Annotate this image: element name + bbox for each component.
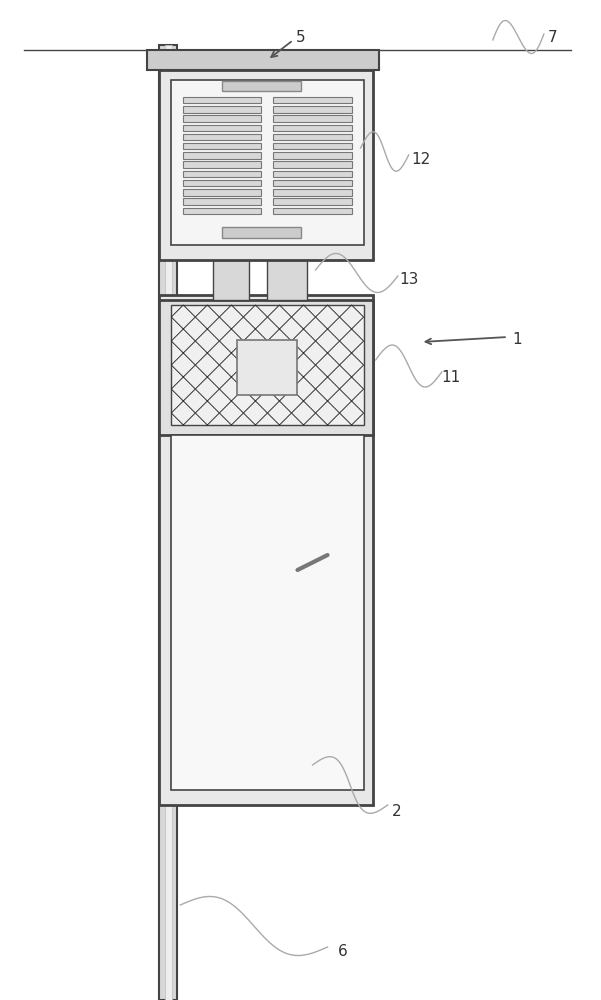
Bar	[183, 171, 261, 177]
Bar	[222, 227, 300, 238]
Bar	[273, 125, 352, 131]
Text: 11: 11	[441, 370, 460, 385]
Bar	[183, 198, 261, 205]
Text: 6: 6	[338, 944, 347, 960]
Bar	[183, 208, 261, 214]
Bar	[237, 340, 297, 395]
Bar	[273, 97, 352, 103]
Text: 12: 12	[411, 152, 430, 167]
Bar	[165, 45, 172, 1000]
Bar	[183, 189, 261, 196]
Text: 5: 5	[296, 29, 305, 44]
Bar	[183, 115, 261, 122]
Bar	[273, 161, 352, 168]
Text: 7: 7	[548, 29, 558, 44]
Bar	[147, 50, 379, 70]
Bar	[183, 152, 261, 159]
Bar	[273, 106, 352, 113]
Bar	[183, 143, 261, 149]
Bar	[159, 295, 373, 805]
Bar	[183, 97, 261, 103]
Bar	[159, 70, 373, 260]
Text: 2: 2	[392, 804, 401, 820]
Bar	[159, 300, 373, 435]
Bar	[273, 180, 352, 186]
Bar	[171, 305, 364, 425]
Bar	[273, 208, 352, 214]
Bar	[273, 189, 352, 196]
Text: 13: 13	[399, 272, 418, 288]
Bar	[183, 125, 261, 131]
Bar	[171, 80, 364, 245]
Bar	[273, 198, 352, 205]
Bar	[273, 134, 352, 140]
Bar	[273, 143, 352, 149]
Bar	[222, 81, 300, 91]
Bar	[183, 134, 261, 140]
Bar	[183, 106, 261, 113]
Bar	[159, 45, 177, 1000]
Bar	[183, 161, 261, 168]
Bar	[273, 152, 352, 159]
Bar	[213, 260, 249, 300]
Bar	[171, 435, 364, 790]
Bar	[273, 171, 352, 177]
Bar	[183, 180, 261, 186]
Bar	[273, 115, 352, 122]
Bar	[267, 260, 307, 300]
Text: 1: 1	[512, 332, 522, 348]
